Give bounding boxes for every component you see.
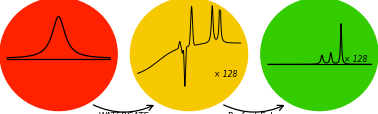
Text: × 128: × 128	[214, 69, 237, 78]
Ellipse shape	[0, 0, 117, 111]
Text: Perfect Echo: Perfect Echo	[228, 111, 280, 114]
Ellipse shape	[3, 2, 114, 108]
Ellipse shape	[264, 2, 375, 108]
Ellipse shape	[130, 0, 248, 111]
Text: WATERGATE: WATERGATE	[98, 111, 149, 114]
Ellipse shape	[133, 2, 245, 108]
Text: × 128: × 128	[344, 55, 367, 64]
Ellipse shape	[261, 0, 378, 111]
